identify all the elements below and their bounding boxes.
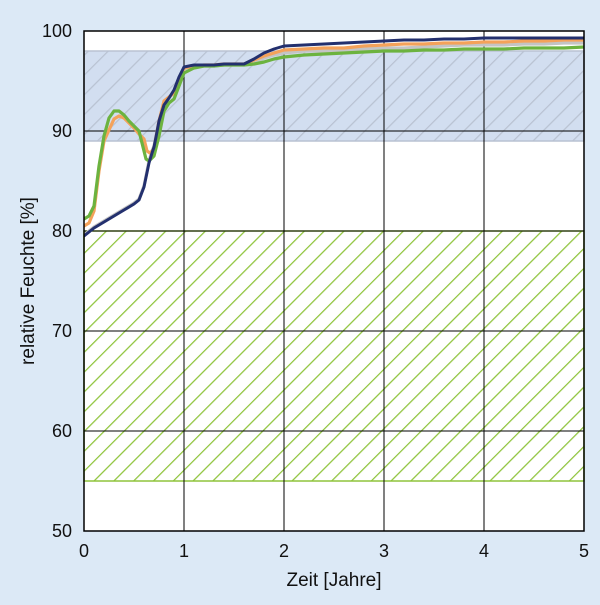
x-tick-label: 2	[279, 541, 289, 561]
y-tick-label: 80	[52, 221, 72, 241]
y-tick-label: 100	[42, 21, 72, 41]
y-tick-label: 90	[52, 121, 72, 141]
x-tick-label: 3	[379, 541, 389, 561]
x-tick-labels: 0 1 2 3 4 5	[79, 541, 589, 561]
y-tick-labels: 50 60 70 80 90 100	[42, 21, 72, 541]
grid	[84, 31, 584, 531]
x-tick-label: 0	[79, 541, 89, 561]
x-axis-title: Zeit [Jahre]	[286, 570, 381, 591]
series-line-3	[84, 36, 584, 238]
y-tick-label: 70	[52, 321, 72, 341]
x-tick-label: 4	[479, 541, 489, 561]
y-tick-label: 60	[52, 421, 72, 441]
band-0	[83, 50, 585, 142]
x-tick-label: 5	[579, 541, 589, 561]
y-tick-label: 50	[52, 521, 72, 541]
x-tick-label: 1	[179, 541, 189, 561]
plot-frame	[83, 30, 585, 532]
series-lines	[84, 36, 584, 238]
band-1	[83, 230, 585, 482]
y-axis-title: relative Feuchte [%]	[18, 197, 39, 365]
